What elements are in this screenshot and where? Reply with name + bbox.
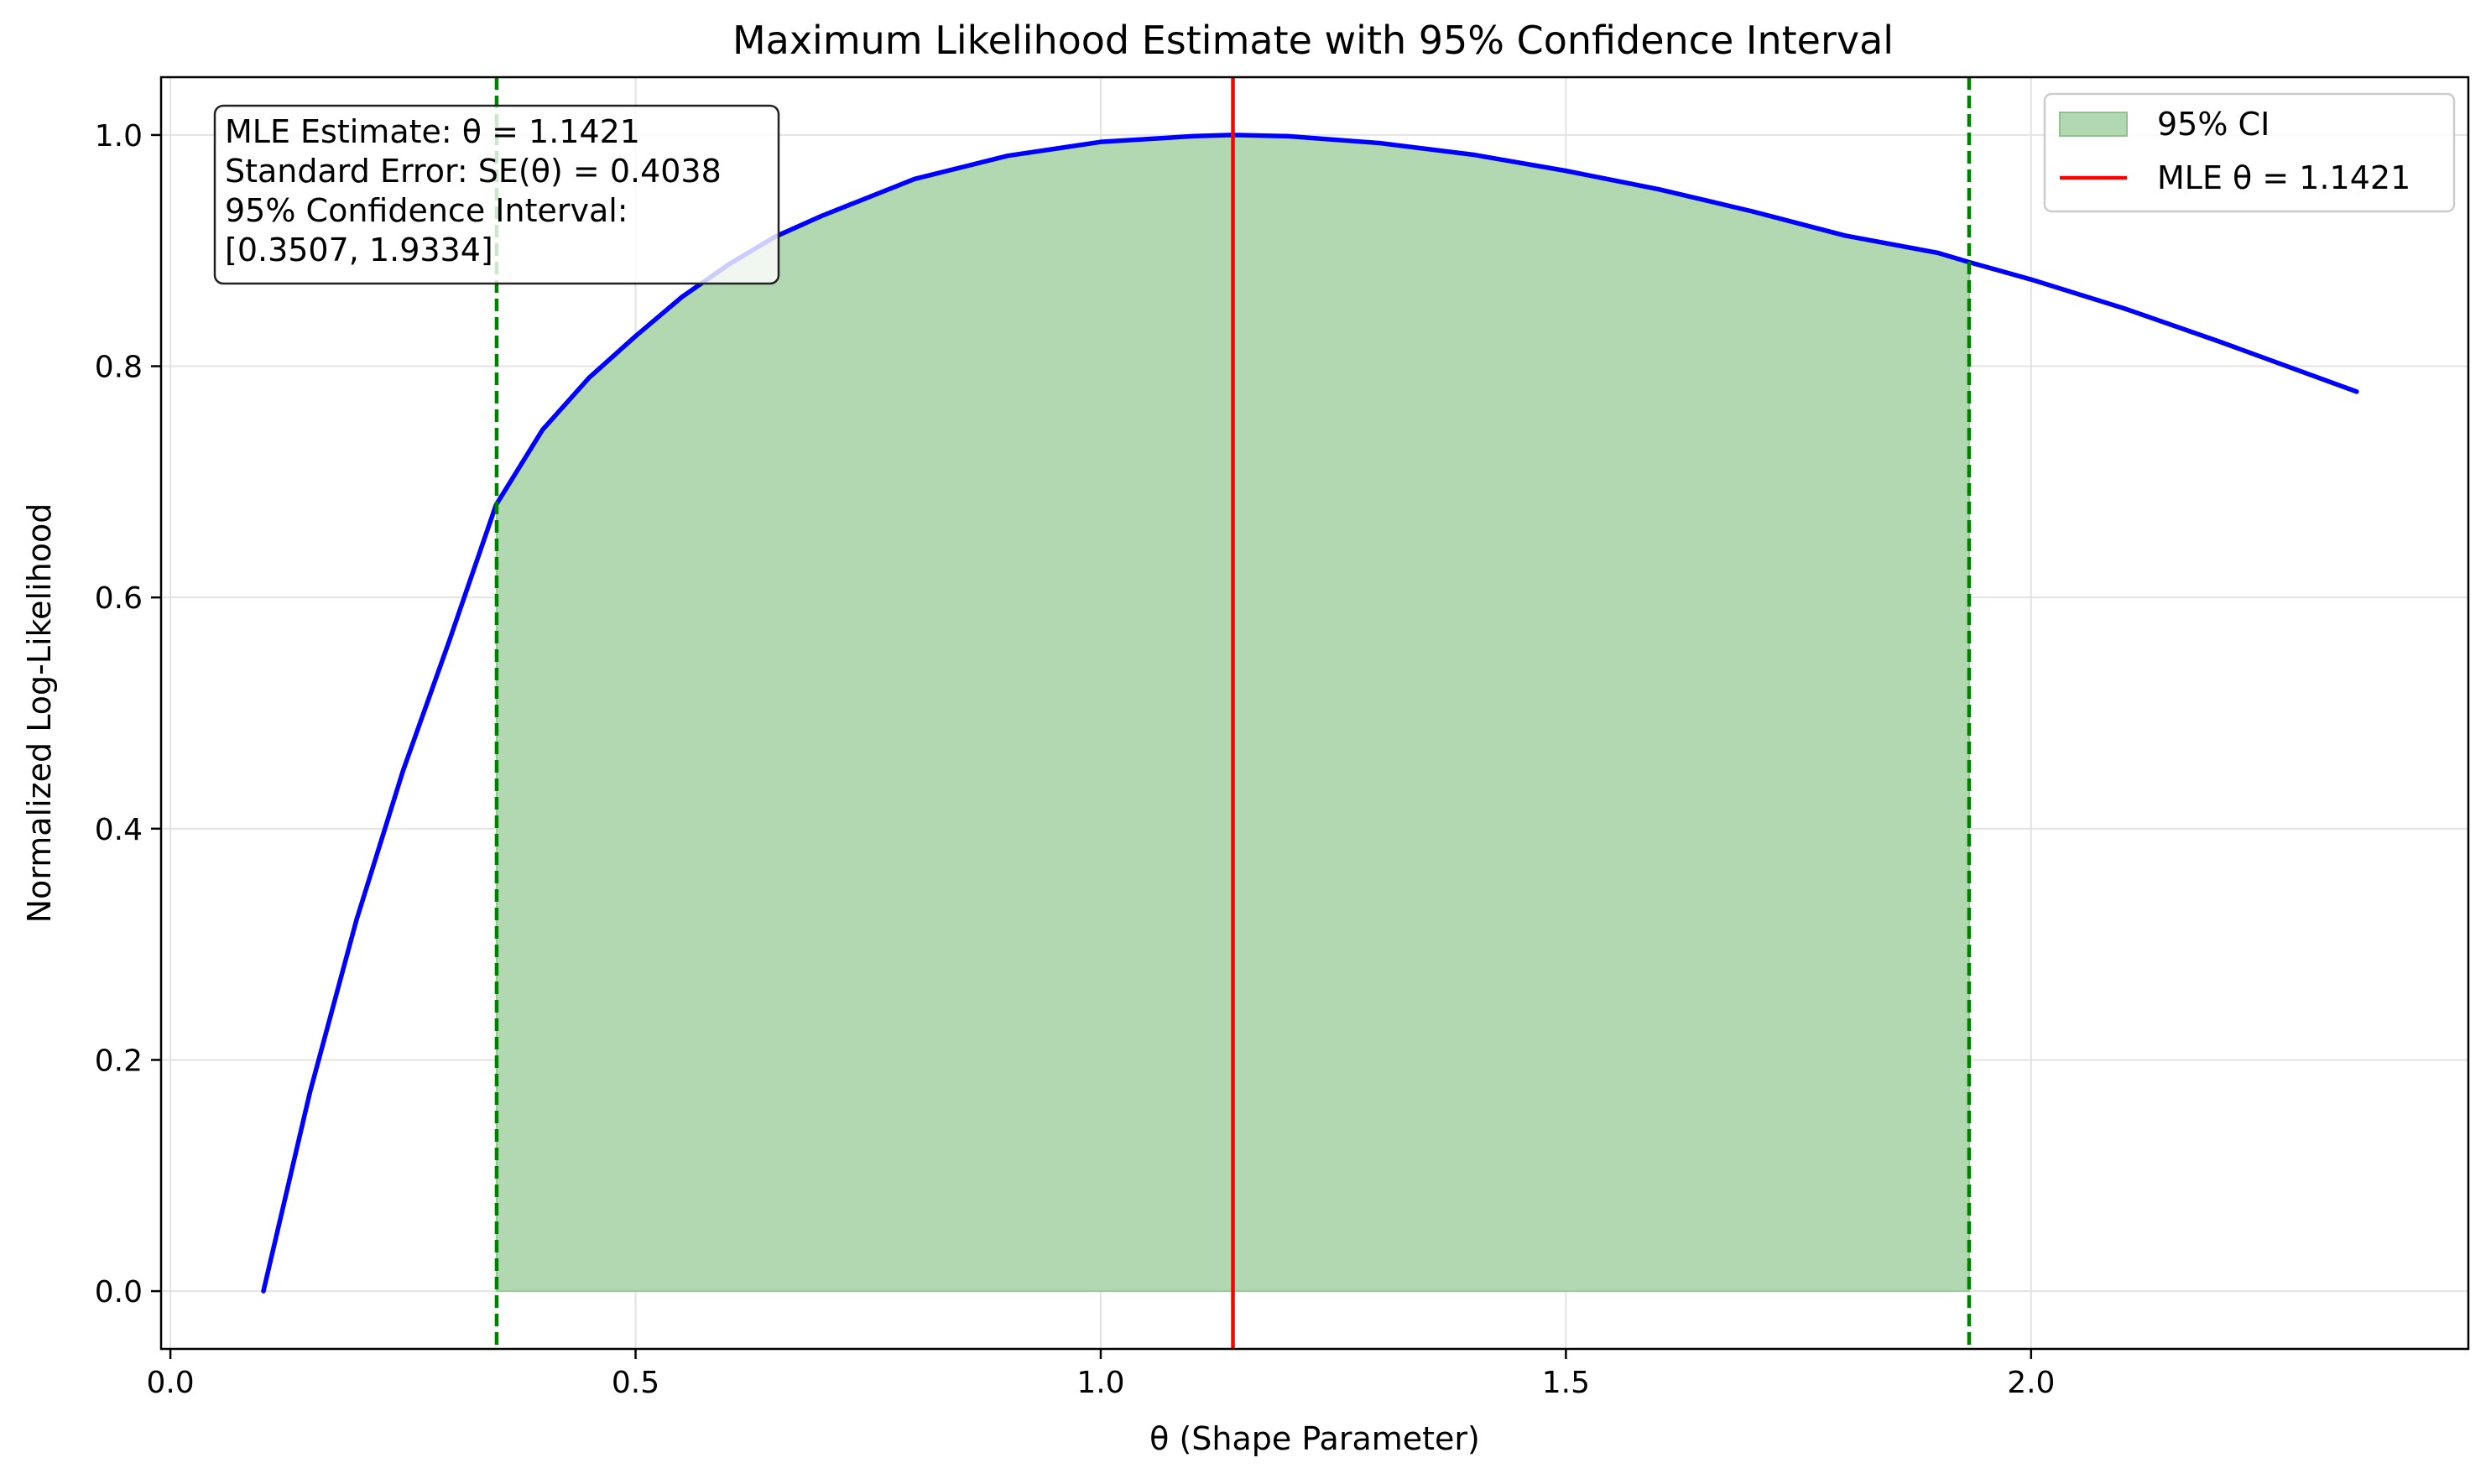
y-tick-label-5: 1.0 bbox=[95, 119, 143, 154]
y-axis-label: Normalized Log-Likelihood bbox=[21, 503, 58, 924]
plot-frame bbox=[159, 76, 2470, 1351]
x-tick-label-2: 1.0 bbox=[1076, 1366, 1124, 1400]
annotation-line-0: MLE Estimate: θ = 1.1421 bbox=[225, 113, 640, 150]
x-axis-label: θ (Shape Parameter) bbox=[1149, 1420, 1480, 1457]
annotation-line-1: Standard Error: SE(θ) = 0.4038 bbox=[225, 153, 722, 190]
y-tick-label-3: 0.6 bbox=[95, 581, 143, 616]
annotation-line-2: 95% Confidence Interval: bbox=[225, 192, 628, 229]
y-tick-label-4: 0.8 bbox=[95, 351, 143, 385]
y-tick-label-0: 0.0 bbox=[95, 1275, 143, 1310]
annotation-frame bbox=[213, 104, 780, 285]
x-tick-label-0: 0.0 bbox=[146, 1366, 194, 1400]
annotation-line-3: [0.3507, 1.9334] bbox=[225, 232, 493, 268]
x-tick-label-1: 0.5 bbox=[612, 1366, 659, 1400]
legend-frame bbox=[2043, 92, 2456, 213]
x-tick-label-4: 2.0 bbox=[2007, 1366, 2055, 1400]
y-tick-label-1: 0.2 bbox=[95, 1044, 143, 1078]
legend-swatch-ci bbox=[2059, 112, 2128, 137]
legend-label-ci: 95% CI bbox=[2157, 106, 2270, 143]
chart-title: Maximum Likelihood Estimate with 95% Con… bbox=[732, 18, 1894, 63]
axis-layer: 0.0 0.5 1.0 1.5 2.0 0.0 0.2 0.4 0.6 0.8 1.0 bbox=[95, 119, 2056, 1400]
y-tick-label-2: 0.4 bbox=[95, 813, 143, 847]
legend: 95% CI MLE θ = 1.1421 bbox=[2043, 92, 2456, 213]
x-tick-label-3: 1.5 bbox=[1542, 1366, 1590, 1400]
legend-label-mle: MLE θ = 1.1421 bbox=[2157, 159, 2410, 196]
mle-layer bbox=[494, 77, 1972, 1349]
